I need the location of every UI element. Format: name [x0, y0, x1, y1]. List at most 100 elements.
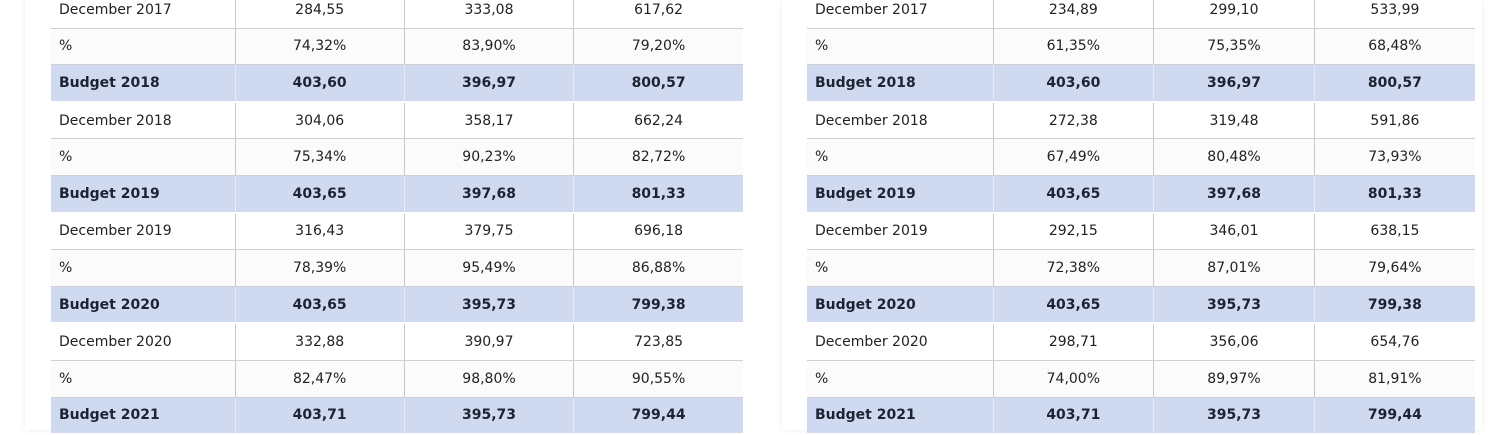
value-cell: 396,97 [404, 64, 575, 103]
total-cell: 86,88% [573, 249, 743, 287]
value-cell: 272,38 [993, 101, 1155, 140]
row-label-cell: Budget 2020 [807, 286, 994, 325]
value-cell: 346,01 [1153, 212, 1315, 251]
december-row: December 2018 272,38 319,48 591,86 [807, 101, 1475, 140]
value-cell: 292,15 [993, 212, 1155, 251]
row-label-cell: % [51, 28, 236, 66]
row-label-cell: December 2017 [807, 0, 994, 29]
value-cell: 80,48% [1153, 138, 1315, 176]
total-cell: 68,48% [1314, 28, 1475, 66]
december-row: December 2019 316,43 379,75 696,18 [51, 212, 743, 251]
value-cell: 298,71 [993, 323, 1155, 361]
value-cell: 390,97 [404, 323, 575, 361]
value-cell: 396,97 [1153, 64, 1315, 103]
row-label-cell: December 2017 [51, 0, 236, 29]
value-cell: 332,88 [235, 323, 405, 361]
value-cell: 403,60 [993, 64, 1155, 103]
row-label-cell: % [807, 249, 994, 287]
budget-row: Budget 2021 403,71 395,73 799,44 [807, 397, 1475, 435]
value-cell: 61,35% [993, 28, 1155, 66]
percentage-row: % 61,35% 75,35% 68,48% [807, 28, 1475, 66]
percentage-row: % 74,32% 83,90% 79,20% [51, 28, 743, 66]
row-label-cell: December 2020 [807, 323, 994, 361]
percentage-row: % 78,39% 95,49% 86,88% [51, 249, 743, 287]
percentage-row: % 72,38% 87,01% 79,64% [807, 249, 1475, 287]
total-cell: 79,20% [573, 28, 743, 66]
budget-row: Budget 2020 403,65 395,73 799,38 [51, 286, 743, 325]
value-cell: 72,38% [993, 249, 1155, 287]
row-label-cell: December 2018 [807, 101, 994, 140]
row-label-cell: % [807, 28, 994, 66]
total-cell: 800,57 [1314, 64, 1475, 103]
row-label-cell: % [807, 138, 994, 176]
december-row: December 2019 292,15 346,01 638,15 [807, 212, 1475, 251]
december-row: December 2018 304,06 358,17 662,24 [51, 101, 743, 140]
value-cell: 82,47% [235, 360, 405, 398]
value-cell: 234,89 [993, 0, 1155, 29]
total-cell: 801,33 [1314, 175, 1475, 214]
december-row: December 2020 298,71 356,06 654,76 [807, 323, 1475, 361]
row-label-cell: % [807, 360, 994, 398]
percentage-row: % 75,34% 90,23% 82,72% [51, 138, 743, 176]
december-row: December 2017 234,89 299,10 533,99 [807, 0, 1475, 29]
right-table-panel: December 2017 234,89 299,10 533,99% 61,35% 75… [782, 0, 1482, 435]
budget-row: Budget 2019 403,65 397,68 801,33 [807, 175, 1475, 214]
row-label-cell: % [51, 138, 236, 176]
total-cell: 723,85 [573, 323, 743, 361]
row-label-cell: Budget 2021 [807, 397, 994, 435]
total-cell: 81,91% [1314, 360, 1475, 398]
row-label-cell: Budget 2018 [51, 64, 236, 103]
value-cell: 395,73 [1153, 397, 1315, 435]
value-cell: 403,65 [993, 286, 1155, 325]
value-cell: 87,01% [1153, 249, 1315, 287]
value-cell: 78,39% [235, 249, 405, 287]
value-cell: 358,17 [404, 101, 575, 140]
value-cell: 74,32% [235, 28, 405, 66]
total-cell: 654,76 [1314, 323, 1475, 361]
row-label-cell: Budget 2019 [807, 175, 994, 214]
value-cell: 316,43 [235, 212, 405, 251]
value-cell: 333,08 [404, 0, 575, 29]
percentage-row: % 82,47% 98,80% 90,55% [51, 360, 743, 398]
row-label-cell: % [51, 249, 236, 287]
value-cell: 403,65 [235, 286, 405, 325]
value-cell: 98,80% [404, 360, 575, 398]
total-cell: 82,72% [573, 138, 743, 176]
percentage-row: % 67,49% 80,48% 73,93% [807, 138, 1475, 176]
total-cell: 73,93% [1314, 138, 1475, 176]
value-cell: 89,97% [1153, 360, 1315, 398]
row-label-cell: Budget 2021 [51, 397, 236, 435]
value-cell: 395,73 [404, 397, 575, 435]
row-label-cell: Budget 2019 [51, 175, 236, 214]
value-cell: 395,73 [1153, 286, 1315, 325]
total-cell: 799,44 [1314, 397, 1475, 435]
row-label-cell: Budget 2020 [51, 286, 236, 325]
budget-table-left: December 2017 284,55 333,08 617,62% 74,32% 83… [51, 0, 743, 435]
budget-row: Budget 2018 403,60 396,97 800,57 [51, 64, 743, 103]
value-cell: 284,55 [235, 0, 405, 29]
left-table-panel: December 2017 284,55 333,08 617,62% 74,32% 83… [25, 0, 743, 435]
value-cell: 395,73 [404, 286, 575, 325]
total-cell: 799,38 [1314, 286, 1475, 325]
budget-row: Budget 2018 403,60 396,97 800,57 [807, 64, 1475, 103]
total-cell: 591,86 [1314, 101, 1475, 140]
percentage-row: % 74,00% 89,97% 81,91% [807, 360, 1475, 398]
value-cell: 379,75 [404, 212, 575, 251]
value-cell: 75,34% [235, 138, 405, 176]
budget-row: Budget 2020 403,65 395,73 799,38 [807, 286, 1475, 325]
value-cell: 403,65 [235, 175, 405, 214]
value-cell: 397,68 [1153, 175, 1315, 214]
row-label-cell: % [51, 360, 236, 398]
value-cell: 403,60 [235, 64, 405, 103]
row-label-cell: December 2020 [51, 323, 236, 361]
total-cell: 79,64% [1314, 249, 1475, 287]
value-cell: 74,00% [993, 360, 1155, 398]
budget-row: Budget 2019 403,65 397,68 801,33 [51, 175, 743, 214]
row-label-cell: Budget 2018 [807, 64, 994, 103]
value-cell: 356,06 [1153, 323, 1315, 361]
total-cell: 801,33 [573, 175, 743, 214]
value-cell: 403,71 [993, 397, 1155, 435]
total-cell: 533,99 [1314, 0, 1475, 29]
value-cell: 299,10 [1153, 0, 1315, 29]
total-cell: 799,38 [573, 286, 743, 325]
